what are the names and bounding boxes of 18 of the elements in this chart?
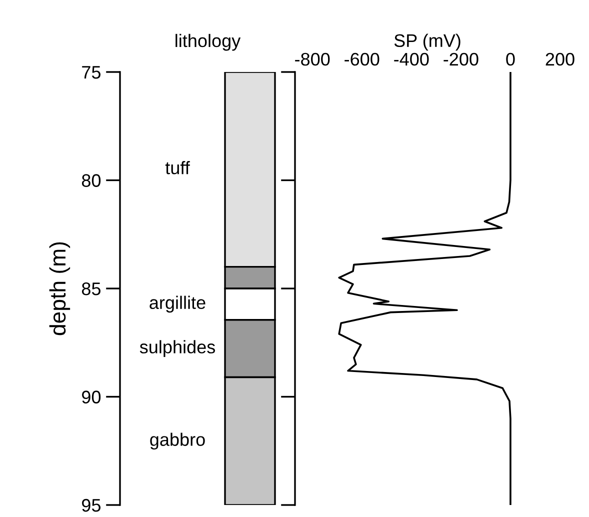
y-tick-label: 90 bbox=[82, 390, 101, 404]
x-axis-title: SP (mV) bbox=[394, 34, 460, 51]
series-label: tuff bbox=[165, 161, 190, 174]
chart-title: lithology bbox=[176, 34, 241, 51]
y-tick-label: 75 bbox=[82, 66, 100, 79]
x-tick-label: 200 bbox=[546, 52, 574, 66]
series-label: sulphides bbox=[140, 340, 215, 357]
x-tick-label: -400 bbox=[394, 52, 429, 66]
y-tick-label: 80 bbox=[82, 174, 101, 187]
y-axis-title: depth (m) bbox=[49, 242, 70, 336]
x-tick-label: -800 bbox=[295, 52, 330, 66]
x-tick-label: -200 bbox=[444, 52, 478, 66]
x-tick-label: -600 bbox=[344, 52, 380, 66]
x-tick-label: 0 bbox=[506, 52, 515, 66]
y-tick-label: 85 bbox=[82, 282, 100, 296]
series-label: gabbro bbox=[150, 432, 205, 450]
y-tick-label: 95 bbox=[82, 498, 100, 512]
series-label: argillite bbox=[150, 296, 206, 313]
